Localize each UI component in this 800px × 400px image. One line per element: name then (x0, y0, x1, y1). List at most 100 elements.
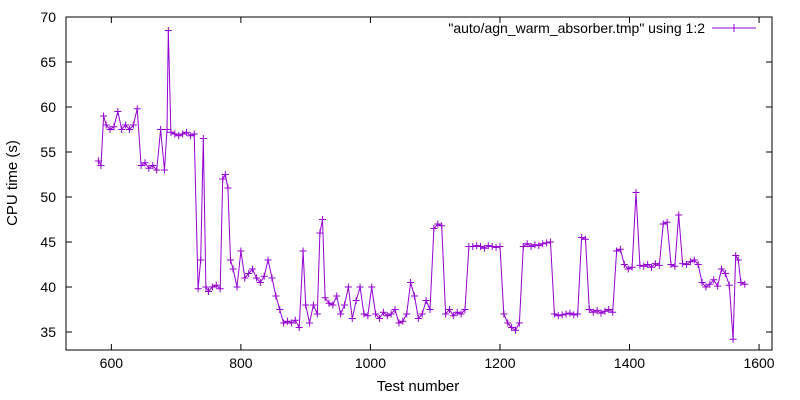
data-point (589, 308, 597, 316)
data-point (318, 216, 326, 223)
data-point (182, 128, 190, 136)
data-point (208, 283, 216, 291)
data-point (651, 260, 659, 268)
data-point (737, 279, 745, 286)
x-tick-label: 1200 (484, 355, 515, 371)
data-point (114, 108, 122, 115)
data-point (683, 261, 691, 268)
data-point (276, 306, 284, 313)
data-point (546, 238, 554, 246)
data-point (356, 283, 364, 291)
data-point (100, 112, 108, 120)
data-point (632, 189, 640, 196)
data-point (391, 306, 399, 313)
data-point (364, 312, 372, 320)
data-point (671, 262, 679, 270)
data-point (348, 315, 356, 322)
data-point (163, 126, 171, 133)
data-point (160, 166, 168, 174)
data-point (616, 245, 624, 253)
data-point (675, 211, 683, 219)
data-point (344, 283, 352, 291)
data-point (445, 306, 453, 313)
data-point (570, 311, 578, 319)
data-point (410, 292, 418, 300)
y-tick-label: 60 (40, 99, 56, 115)
data-point (316, 229, 324, 237)
data-point (698, 279, 706, 286)
data-point (714, 282, 722, 290)
data-point (686, 258, 694, 266)
x-tick-label: 800 (229, 355, 253, 371)
legend-label: "auto/agn_warm_absorber.tmp" using 1:2 (448, 20, 705, 36)
data-point (562, 310, 570, 318)
data-point (624, 265, 632, 273)
data-point (414, 315, 422, 322)
data-point (508, 324, 516, 331)
data-point (663, 218, 671, 226)
data-point (224, 184, 232, 192)
data-point (418, 310, 426, 318)
data-point (284, 317, 292, 325)
data-point (149, 162, 157, 169)
data-point (379, 308, 387, 316)
data-point (321, 294, 329, 302)
data-point (145, 164, 153, 172)
data-point (706, 280, 714, 288)
data-point (519, 243, 527, 250)
data-point (477, 243, 485, 250)
data-point (272, 292, 280, 300)
data-point (325, 299, 333, 307)
data-point (179, 130, 187, 138)
data-point (360, 310, 368, 318)
data-point (164, 27, 172, 34)
data-point (141, 159, 149, 167)
data-point (515, 319, 523, 327)
data-point (264, 256, 272, 264)
data-point (717, 265, 725, 273)
data-point (237, 247, 245, 255)
legend-sample (712, 24, 756, 32)
x-axis-label: Test number (377, 378, 460, 395)
data-point (137, 162, 145, 169)
data-point (449, 312, 457, 320)
data-point (721, 270, 729, 277)
data-point (395, 319, 403, 327)
data-point (694, 261, 702, 268)
data-point (609, 308, 617, 316)
data-point (190, 130, 198, 138)
data-point (167, 128, 175, 136)
data-point (280, 319, 288, 327)
data-point (566, 309, 574, 317)
data-point (659, 220, 667, 228)
data-point (407, 279, 415, 286)
data-point (539, 240, 547, 248)
data-point (496, 243, 504, 250)
data-point (484, 242, 492, 250)
data-point (620, 261, 628, 268)
data-point (554, 312, 562, 320)
data-point (256, 279, 264, 286)
data-point (216, 285, 224, 293)
data-point (403, 310, 411, 318)
data-point (504, 319, 512, 327)
data-point (329, 301, 337, 309)
data-point (249, 265, 257, 273)
data-point (457, 310, 465, 318)
data-point (268, 274, 276, 282)
data-point (118, 126, 126, 133)
data-point (383, 312, 391, 320)
data-point (488, 243, 496, 250)
data-point (199, 135, 207, 142)
data-point (260, 272, 268, 280)
data-point (122, 121, 130, 129)
data-point (690, 256, 698, 264)
data-point (204, 288, 212, 295)
data-point (702, 283, 710, 291)
data-point (648, 263, 656, 271)
legend-marker (730, 24, 738, 32)
data-point (597, 309, 605, 317)
data-point (613, 247, 621, 255)
